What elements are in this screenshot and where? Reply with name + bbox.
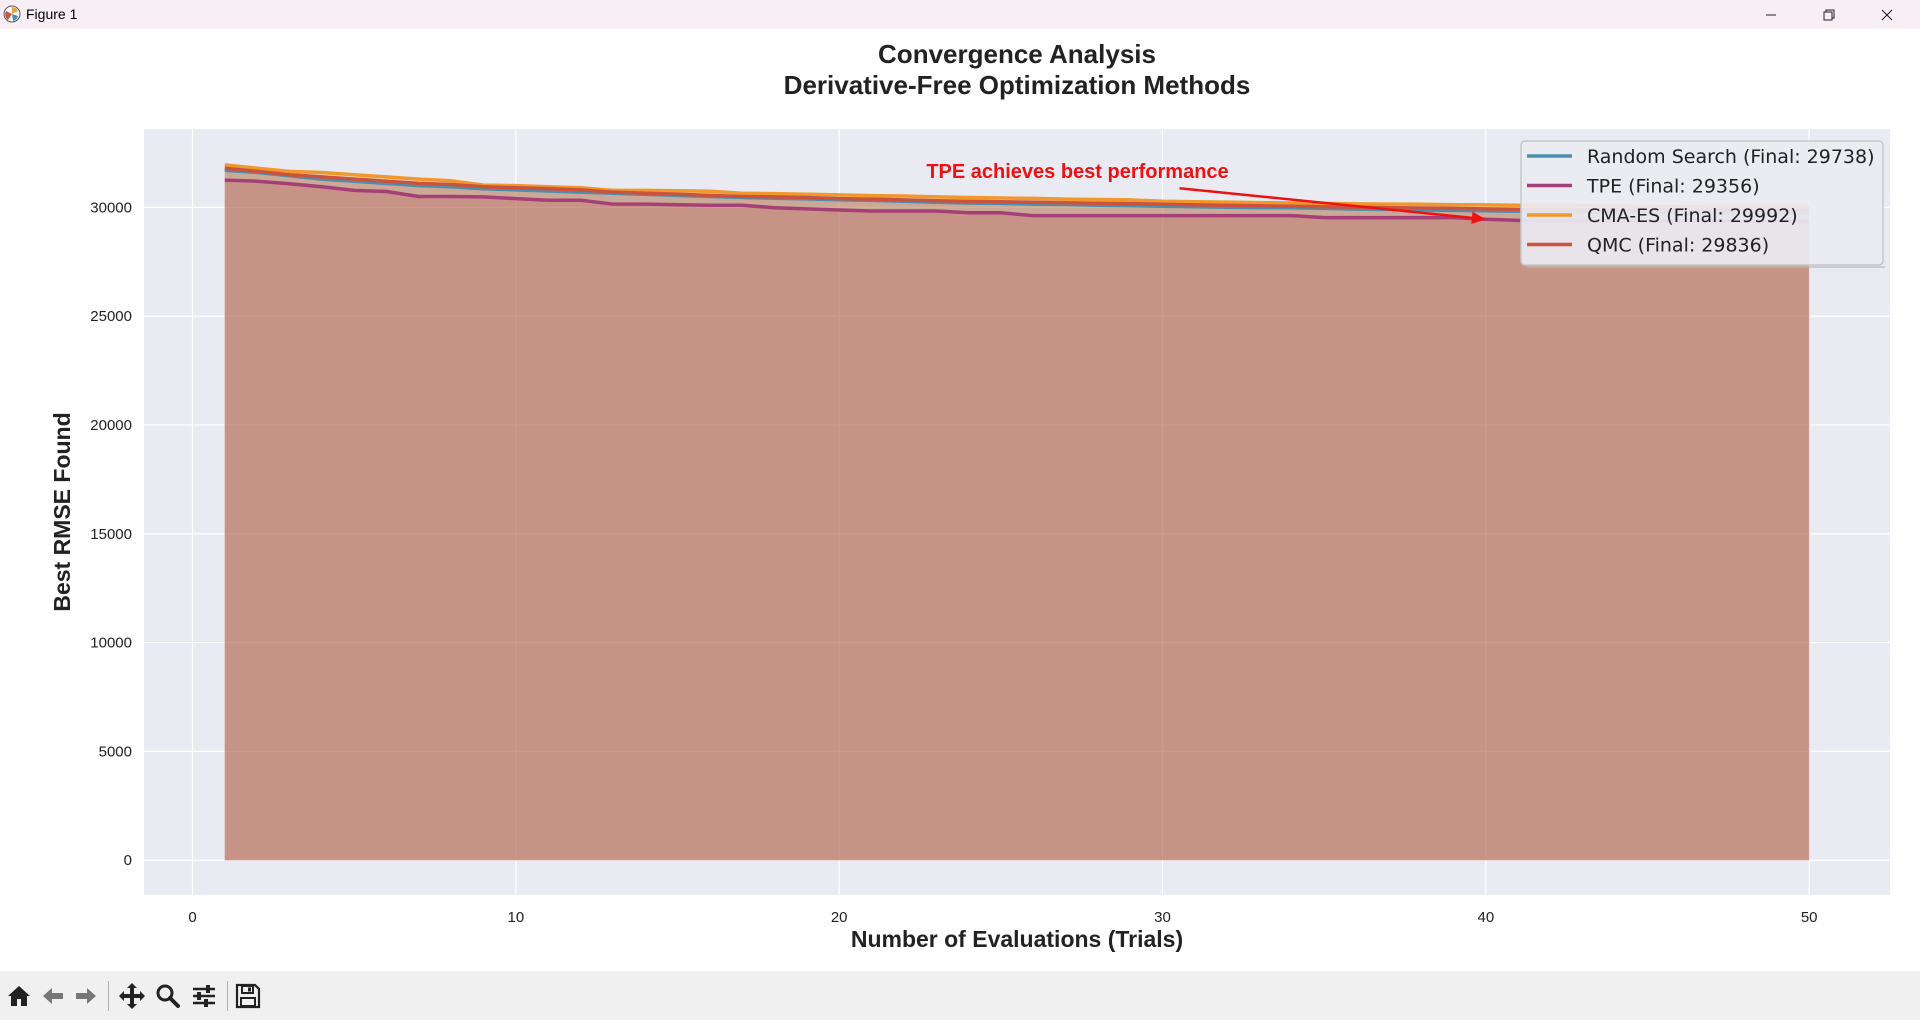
x-tick-label: 10 (507, 909, 524, 926)
restore-icon (1823, 9, 1835, 20)
legend-entry: Random Search (Final: 29738) (1587, 146, 1875, 168)
window-title: Figure 1 (26, 6, 78, 22)
annotation-arrow-head (1471, 211, 1486, 224)
pan-button[interactable] (116, 980, 148, 1012)
restore-button[interactable] (1800, 0, 1858, 29)
x-tick-label: 50 (1801, 909, 1818, 926)
chart-title: Convergence Analysis (878, 39, 1156, 69)
y-axis-label: Best RMSE Found (49, 412, 75, 611)
x-tick-label: 30 (1154, 909, 1171, 926)
annotation-arrow-line (1179, 186, 1473, 220)
y-tick-label: 20000 (90, 417, 132, 434)
y-tick-label: 0 (124, 852, 132, 869)
toolbar-separator (227, 981, 228, 1011)
forward-arrow-icon (76, 988, 96, 1004)
annotation-text: TPE achieves best performance (926, 161, 1228, 183)
chart: Convergence Analysis Derivative-Free Opt… (49, 39, 1890, 952)
configure-subplots-button[interactable] (188, 980, 220, 1012)
back-arrow-icon (43, 988, 63, 1004)
legend-entry: TPE (Final: 29356) (1586, 176, 1760, 198)
series-fill (224, 168, 1810, 861)
window-titlebar: Figure 1 (0, 0, 1920, 29)
minimize-icon (1766, 14, 1776, 15)
series-fills (224, 164, 1810, 861)
legend: Random Search (Final: 29738) TPE (Final: … (1520, 140, 1885, 268)
legend-entry: QMC (Final: 29836) (1587, 235, 1769, 257)
chart-subtitle: Derivative-Free Optimization Methods (784, 70, 1251, 100)
y-tick-label: 15000 (90, 526, 132, 543)
save-button[interactable] (232, 980, 264, 1012)
minimize-button[interactable] (1742, 0, 1800, 29)
series-fill (224, 170, 1810, 861)
close-button[interactable] (1858, 0, 1916, 29)
back-button[interactable] (37, 980, 69, 1012)
zoom-icon (156, 984, 180, 1008)
home-button[interactable] (3, 980, 35, 1012)
x-tick-labels: 0 10 20 30 40 50 (188, 909, 1817, 926)
legend-entry: CMA-ES (Final: 29992) (1587, 205, 1798, 227)
save-icon (235, 983, 261, 1009)
forward-button[interactable] (70, 980, 102, 1012)
y-tick-label: 5000 (99, 743, 132, 760)
home-icon (8, 986, 30, 1006)
pan-icon (119, 983, 145, 1009)
toolbar-separator (108, 981, 109, 1011)
x-tick-label: 0 (188, 909, 196, 926)
annotation: TPE achieves best performance (926, 161, 1486, 224)
legend-box (1520, 140, 1884, 266)
configure-subplots-icon (193, 985, 215, 1007)
series-fill (224, 180, 1810, 861)
y-tick-label: 10000 (90, 635, 132, 652)
x-tick-label: 20 (831, 909, 848, 926)
zoom-button[interactable] (152, 980, 184, 1012)
close-icon (1881, 9, 1893, 20)
matplotlib-app-icon (3, 5, 21, 23)
y-tick-label: 25000 (90, 308, 132, 325)
x-axis-label: Number of Evaluations (Trials) (851, 926, 1183, 952)
toolbar (0, 971, 1920, 1020)
series-fill (224, 164, 1810, 861)
y-tick-labels: 0 5000 10000 15000 20000 25000 30000 (90, 199, 132, 869)
y-tick-label: 30000 (90, 199, 132, 216)
x-tick-label: 40 (1477, 909, 1494, 926)
